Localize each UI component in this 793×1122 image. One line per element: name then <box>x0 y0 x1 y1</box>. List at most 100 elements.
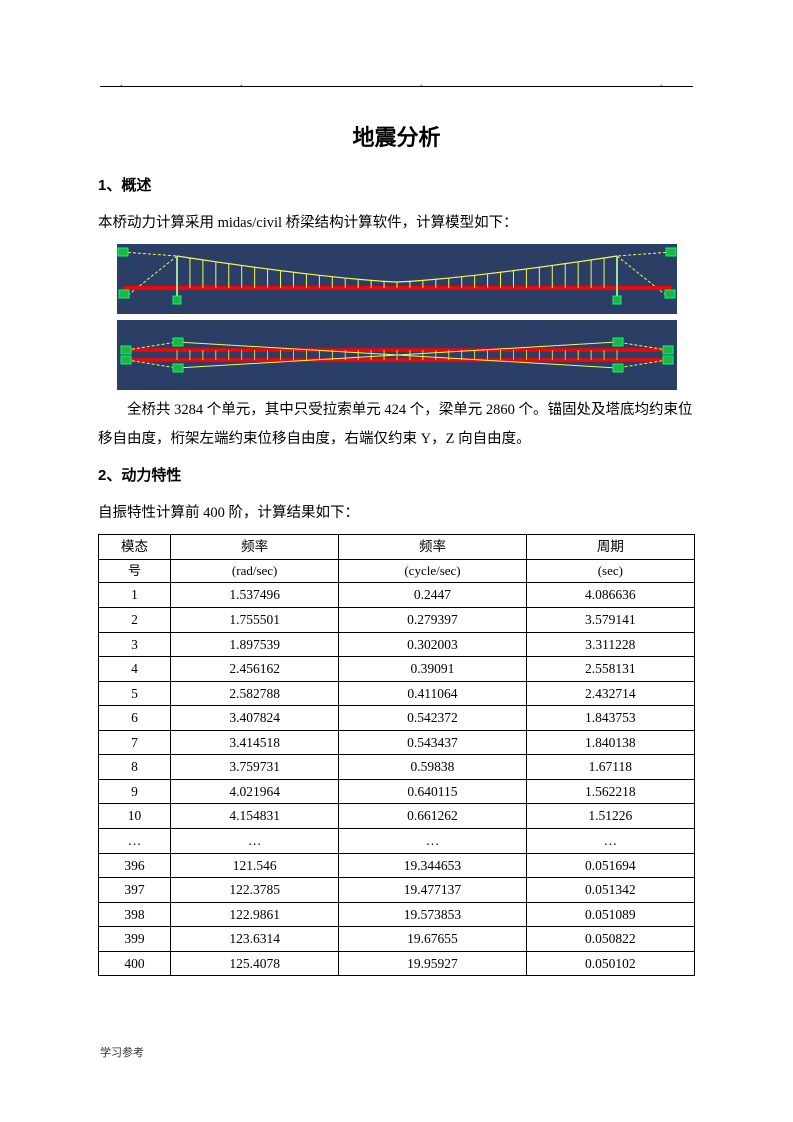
table-cell: 10 <box>99 804 171 829</box>
section-2-heading: 2、动力特性 <box>98 464 695 485</box>
modal-results-table: 模态 频率 频率 周期 号 (rad/sec) (cycle/sec) (sec… <box>98 534 695 976</box>
table-cell: 2.432714 <box>526 681 694 706</box>
section-2-p1: 自振特性计算前 400 阶，计算结果如下： <box>98 499 695 528</box>
table-cell: 0.051694 <box>526 853 694 878</box>
page-title: 地震分析 <box>98 120 695 152</box>
table-cell: 3.579141 <box>526 607 694 632</box>
table-cell: 400 <box>99 951 171 976</box>
table-row: 398122.986119.5738530.051089 <box>99 902 695 927</box>
table-cell: 122.9861 <box>171 902 339 927</box>
table-cell: 4 <box>99 657 171 682</box>
col-freq-rad-header: 频率 <box>171 535 339 560</box>
table-cell: 1.537496 <box>171 583 339 608</box>
table-cell: 0.302003 <box>339 632 526 657</box>
table-cell: 0.279397 <box>339 607 526 632</box>
table-row: 11.5374960.24474.086636 <box>99 583 695 608</box>
table-cell: 121.546 <box>171 853 339 878</box>
table-cell: 2.582788 <box>171 681 339 706</box>
table-cell: 19.573853 <box>339 902 526 927</box>
table-cell: 6 <box>99 706 171 731</box>
table-row: 399123.631419.676550.050822 <box>99 927 695 952</box>
table-cell: … <box>339 829 526 854</box>
table-cell: … <box>171 829 339 854</box>
table-row: 21.7555010.2793973.579141 <box>99 607 695 632</box>
table-cell: 0.051089 <box>526 902 694 927</box>
table-row: 52.5827880.4110642.432714 <box>99 681 695 706</box>
table-cell: 2 <box>99 607 171 632</box>
section-1-p2: 全桥共 3284 个单元，其中只受拉索单元 424 个，梁单元 2860 个。锚… <box>98 396 695 454</box>
table-row: 104.1548310.6612621.51226 <box>99 804 695 829</box>
table-cell: 3.311228 <box>526 632 694 657</box>
table-cell: 19.95927 <box>339 951 526 976</box>
table-cell: 19.344653 <box>339 853 526 878</box>
table-row: 73.4145180.5434371.840138 <box>99 730 695 755</box>
table-cell: 19.477137 <box>339 878 526 903</box>
col-mode-header: 模态 <box>99 535 171 560</box>
table-cell: 4.021964 <box>171 779 339 804</box>
table-cell: 123.6314 <box>171 927 339 952</box>
table-cell: 0.051342 <box>526 878 694 903</box>
table-cell: 1.755501 <box>171 607 339 632</box>
header-rule <box>100 86 693 87</box>
table-cell: 399 <box>99 927 171 952</box>
table-cell: 0.59838 <box>339 755 526 780</box>
table-cell: 0.640115 <box>339 779 526 804</box>
table-cell: 2.558131 <box>526 657 694 682</box>
table-cell: 5 <box>99 681 171 706</box>
table-cell: 1.897539 <box>171 632 339 657</box>
table-cell: 0.543437 <box>339 730 526 755</box>
table-row: 31.8975390.3020033.311228 <box>99 632 695 657</box>
bridge-model-diagram-2 <box>117 320 677 390</box>
table-cell: 0.39091 <box>339 657 526 682</box>
table-header-row-1: 模态 频率 频率 周期 <box>99 535 695 560</box>
table-row: 63.4078240.5423721.843753 <box>99 706 695 731</box>
table-body: 11.5374960.24474.08663621.7555010.279397… <box>99 583 695 976</box>
col-mode-unit: 号 <box>99 559 171 583</box>
table-cell: 0.2447 <box>339 583 526 608</box>
table-cell: 9 <box>99 779 171 804</box>
table-cell: 0.050102 <box>526 951 694 976</box>
bridge-model-diagram-1 <box>117 244 677 314</box>
table-cell: 3 <box>99 632 171 657</box>
table-cell: 3.759731 <box>171 755 339 780</box>
table-cell: 1.840138 <box>526 730 694 755</box>
table-cell: 3.407824 <box>171 706 339 731</box>
table-cell: 125.4078 <box>171 951 339 976</box>
col-period-unit: (sec) <box>526 559 694 583</box>
col-period-header: 周期 <box>526 535 694 560</box>
table-cell: 122.3785 <box>171 878 339 903</box>
table-cell: 397 <box>99 878 171 903</box>
table-cell: 1.843753 <box>526 706 694 731</box>
table-cell: … <box>99 829 171 854</box>
table-row: 400125.407819.959270.050102 <box>99 951 695 976</box>
section-1-heading: 1、概述 <box>98 174 695 195</box>
table-row: 83.7597310.598381.67118 <box>99 755 695 780</box>
table-cell: 7 <box>99 730 171 755</box>
table-row: 397122.378519.4771370.051342 <box>99 878 695 903</box>
col-freq-rad-unit: (rad/sec) <box>171 559 339 583</box>
table-cell: 2.456162 <box>171 657 339 682</box>
table-cell: 19.67655 <box>339 927 526 952</box>
table-cell: 1 <box>99 583 171 608</box>
table-cell: 0.411064 <box>339 681 526 706</box>
col-freq-cyc-header: 频率 <box>339 535 526 560</box>
table-cell: 1.562218 <box>526 779 694 804</box>
table-cell: 398 <box>99 902 171 927</box>
table-cell: 0.542372 <box>339 706 526 731</box>
table-cell: 0.661262 <box>339 804 526 829</box>
table-cell: 0.050822 <box>526 927 694 952</box>
table-row: 396121.54619.3446530.051694 <box>99 853 695 878</box>
col-freq-cyc-unit: (cycle/sec) <box>339 559 526 583</box>
table-cell: 8 <box>99 755 171 780</box>
table-cell: 3.414518 <box>171 730 339 755</box>
table-row: 42.4561620.390912.558131 <box>99 657 695 682</box>
table-cell: 1.51226 <box>526 804 694 829</box>
table-cell: 4.086636 <box>526 583 694 608</box>
section-1-p1: 本桥动力计算采用 midas/civil 桥梁结构计算软件，计算模型如下： <box>98 209 695 238</box>
footer-text: 学习参考 <box>100 1044 144 1060</box>
table-row: 94.0219640.6401151.562218 <box>99 779 695 804</box>
table-cell: 4.154831 <box>171 804 339 829</box>
table-header-row-2: 号 (rad/sec) (cycle/sec) (sec) <box>99 559 695 583</box>
table-cell: … <box>526 829 694 854</box>
table-row: ………… <box>99 829 695 854</box>
